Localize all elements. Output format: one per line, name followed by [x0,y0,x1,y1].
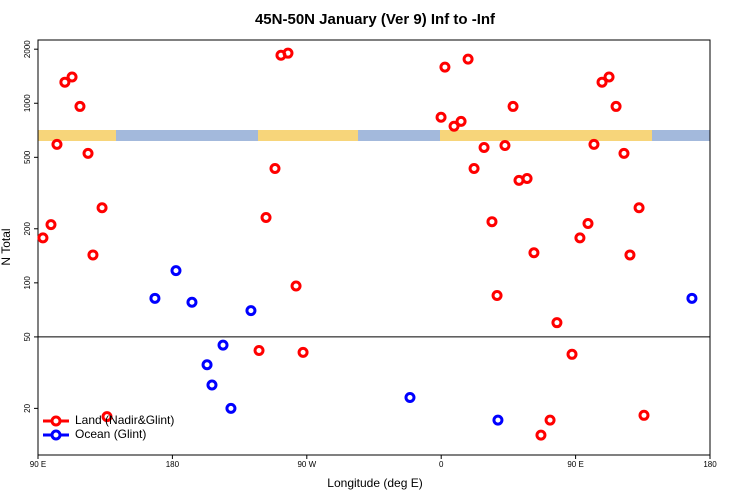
point [499,139,511,151]
x-axis-label: Longitude (deg E) [327,476,422,490]
x-tick-label: 90 E [30,460,46,469]
point [439,61,451,73]
point [491,290,503,302]
chart-title: 45N-50N January (Ver 9) Inf to -Inf [255,11,496,28]
point [260,212,272,224]
point [686,292,698,304]
point [588,138,600,150]
plot-frame [37,39,711,456]
point [404,391,416,403]
point [624,249,636,261]
legend-marker [50,429,62,441]
y-tick-label: 50 [23,332,32,341]
legend-marker [50,415,62,427]
point [201,359,213,371]
point [435,111,447,123]
legend-label: Ocean (Glint) [75,427,146,441]
y-tick-label: 100 [23,276,32,290]
y-tick-label: 1000 [23,94,32,112]
point [45,219,57,231]
point [74,100,86,112]
point [528,247,540,259]
y-tick-label: 2000 [23,40,32,58]
point [566,348,578,360]
point [170,265,182,277]
point [544,414,556,426]
point [82,147,94,159]
point [551,317,563,329]
x-tick-label: 90 W [297,460,316,469]
point [455,115,467,127]
point [51,138,63,150]
point [448,120,460,132]
x-tick-label: 180 [703,460,717,469]
point [186,296,198,308]
x-tick-label: 0 [439,460,444,469]
point [37,232,49,244]
point [290,280,302,292]
point [282,47,294,59]
point [87,249,99,261]
point [633,202,645,214]
point [66,71,78,83]
point [217,339,229,351]
legend-label: Land (Nadir&Glint) [75,413,174,427]
point [59,76,71,88]
point [206,379,218,391]
point [101,411,113,423]
point [574,232,586,244]
point [245,305,257,317]
point [269,163,281,175]
y-tick-label: 500 [23,150,32,164]
point [297,346,309,358]
point [253,345,265,357]
point [610,100,622,112]
point [486,216,498,228]
point [225,402,237,414]
y-axis-label: N Total [0,228,13,265]
point [149,292,161,304]
map-strip [38,130,710,141]
point [603,71,615,83]
point [462,53,474,65]
point [492,414,504,426]
point [521,173,533,185]
point [507,100,519,112]
point [96,202,108,214]
y-tick-label: 20 [23,403,32,412]
point [618,147,630,159]
y-tick-label: 200 [23,222,32,236]
point [535,429,547,441]
point [596,76,608,88]
point [478,142,490,154]
x-tick-label: 180 [166,460,180,469]
point [468,163,480,175]
x-tick-label: 90 E [567,460,583,469]
point [638,409,650,421]
point [582,218,594,230]
